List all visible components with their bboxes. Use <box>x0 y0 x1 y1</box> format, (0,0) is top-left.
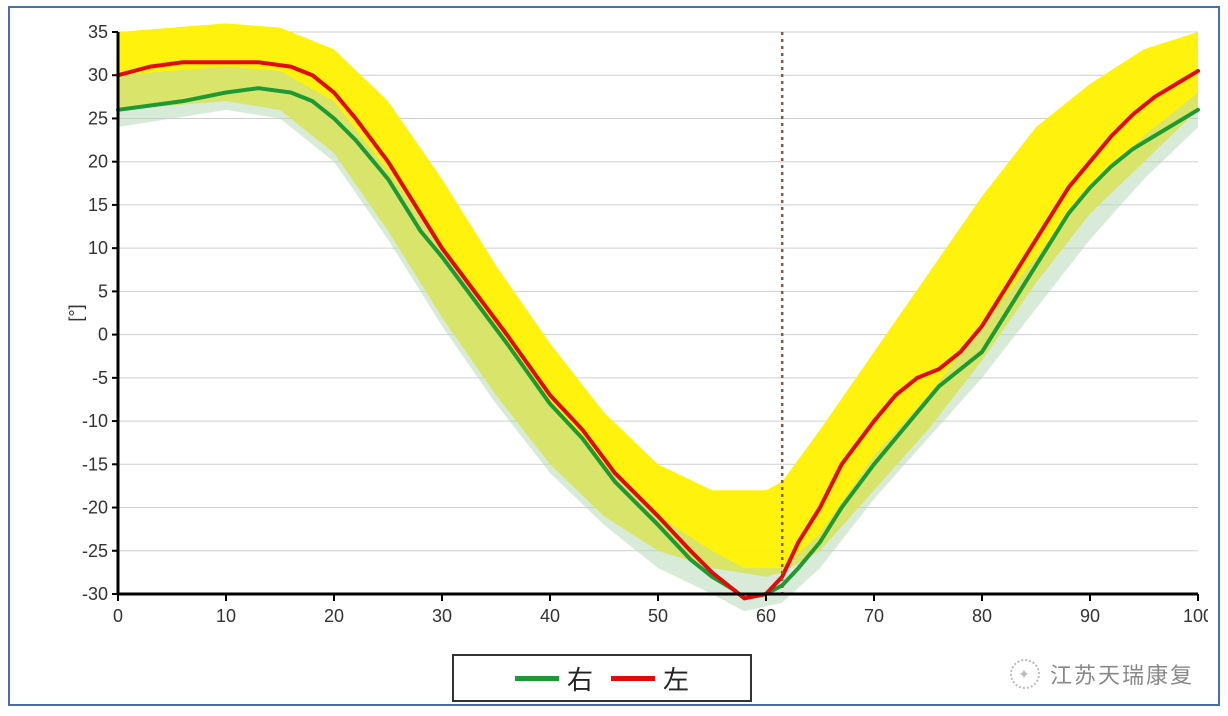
svg-text:-5: -5 <box>92 368 108 388</box>
svg-text:30: 30 <box>432 606 452 626</box>
svg-text:80: 80 <box>972 606 992 626</box>
chart-area: -30 -25 -20 -15 -10 -5 0 5 10 15 20 25 30 35 [°] 0 10 20 3… <box>68 22 1208 642</box>
legend-swatch-left <box>611 676 655 681</box>
legend-item-right: 右 <box>515 660 593 697</box>
svg-text:30: 30 <box>88 65 108 85</box>
svg-text:-10: -10 <box>82 411 108 431</box>
legend: 右 左 <box>452 654 752 702</box>
svg-text:0: 0 <box>98 325 108 345</box>
svg-text:15: 15 <box>88 195 108 215</box>
svg-text:-30: -30 <box>82 584 108 604</box>
svg-text:25: 25 <box>88 108 108 128</box>
chart-svg: -30 -25 -20 -15 -10 -5 0 5 10 15 20 25 30 35 [°] 0 10 20 3… <box>68 22 1208 642</box>
svg-text:10: 10 <box>88 238 108 258</box>
svg-text:5: 5 <box>98 281 108 301</box>
svg-text:50: 50 <box>648 606 668 626</box>
legend-swatch-right <box>515 676 559 681</box>
legend-item-left: 左 <box>611 660 689 697</box>
legend-label-left: 左 <box>663 660 689 697</box>
svg-text:[°]: [°] <box>68 304 86 321</box>
svg-text:20: 20 <box>88 152 108 172</box>
svg-text:70: 70 <box>864 606 884 626</box>
watermark-icon: ✦ <box>1010 659 1040 689</box>
svg-text:-15: -15 <box>82 454 108 474</box>
svg-text:100: 100 <box>1183 606 1208 626</box>
svg-text:-20: -20 <box>82 498 108 518</box>
svg-text:0: 0 <box>113 606 123 626</box>
svg-text:60: 60 <box>756 606 776 626</box>
svg-text:-25: -25 <box>82 541 108 561</box>
svg-text:40: 40 <box>540 606 560 626</box>
svg-text:20: 20 <box>324 606 344 626</box>
svg-text:90: 90 <box>1080 606 1100 626</box>
svg-text:10: 10 <box>216 606 236 626</box>
svg-text:35: 35 <box>88 22 108 42</box>
chart-frame: -30 -25 -20 -15 -10 -5 0 5 10 15 20 25 30 35 [°] 0 10 20 3… <box>8 6 1220 706</box>
legend-label-right: 右 <box>567 660 593 697</box>
watermark: ✦ 江苏天瑞康复 <box>1010 658 1194 690</box>
watermark-text: 江苏天瑞康复 <box>1050 658 1194 690</box>
